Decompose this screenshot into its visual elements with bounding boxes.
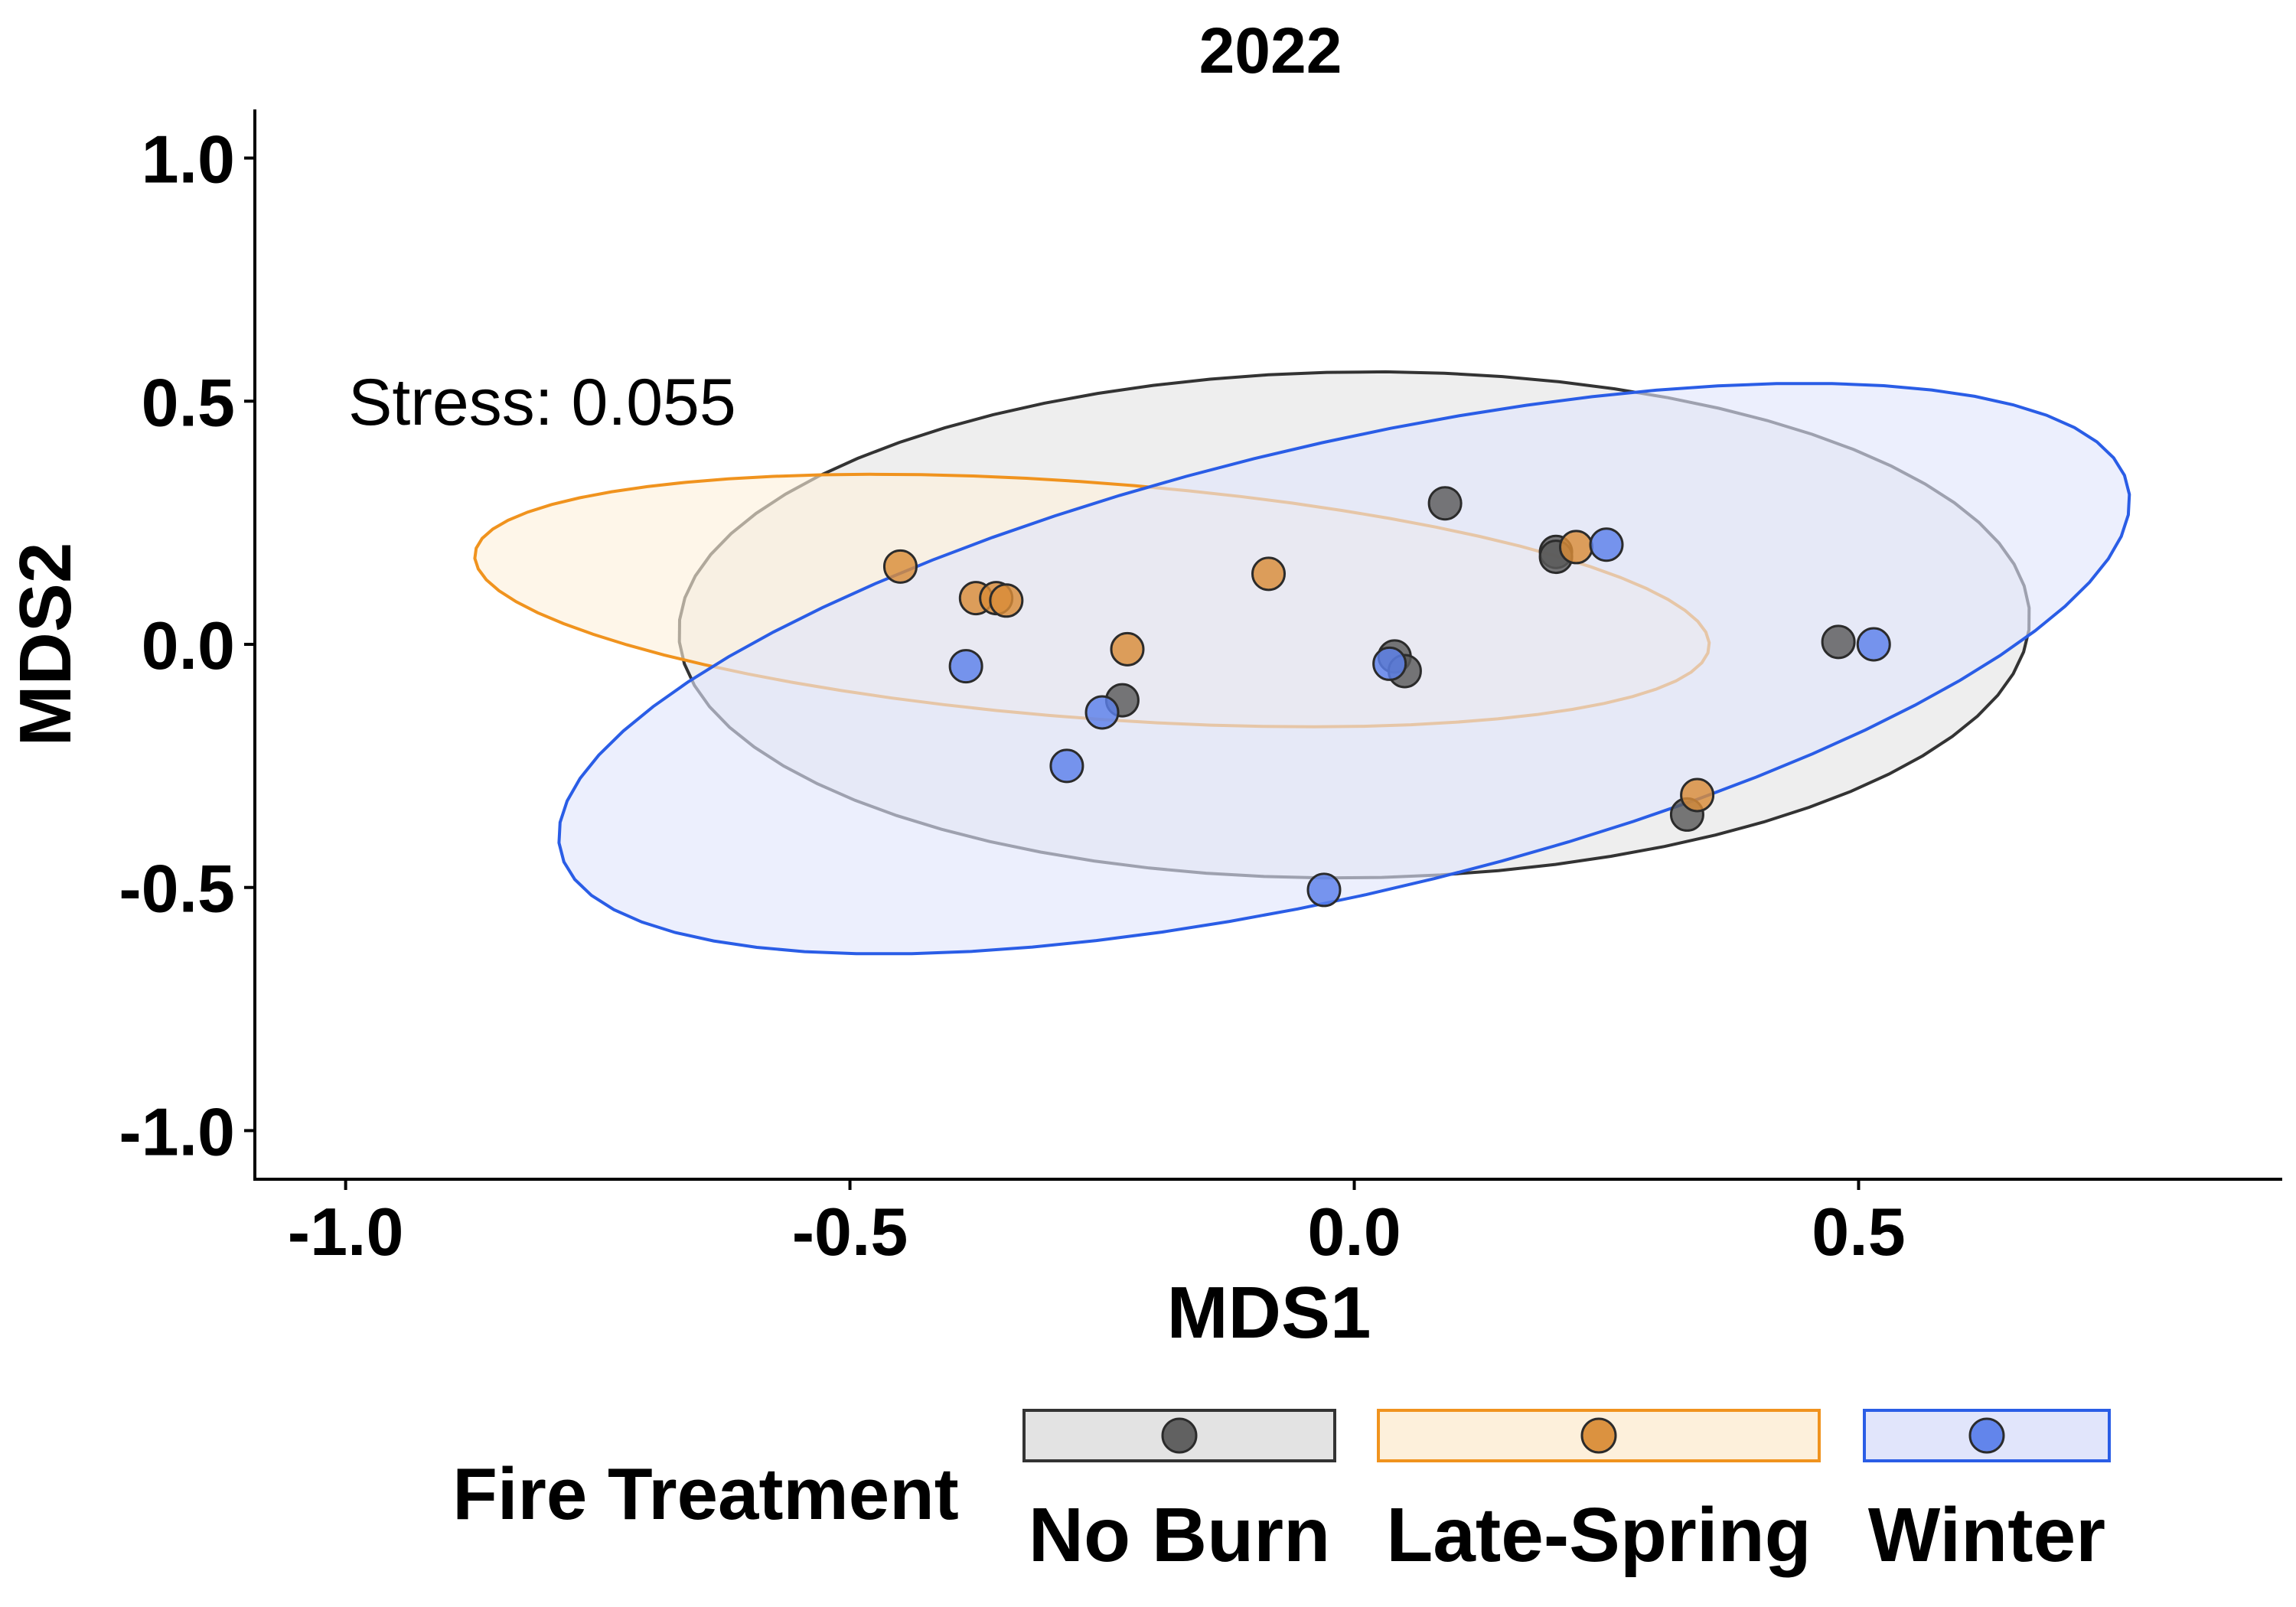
point-late-spring <box>1558 530 1593 565</box>
point-winter <box>1856 627 1891 662</box>
ellipse-layer <box>473 370 2131 956</box>
point-winter <box>1372 646 1407 681</box>
point-late-spring <box>1251 556 1286 592</box>
ellipse-winter <box>557 382 2131 956</box>
legend: Fire Treatment No Burn Late-Spring Winter <box>452 1409 2111 1578</box>
legend-marker-no-burn <box>1161 1417 1198 1454</box>
y-tick-label: 0.0 <box>142 608 235 683</box>
y-tick-label: -1.0 <box>119 1094 235 1169</box>
x-tick-label: 0.0 <box>1307 1194 1401 1270</box>
point-late-spring <box>1680 777 1715 813</box>
y-tick-label: 1.0 <box>142 122 235 197</box>
point-no-burn <box>1427 486 1463 521</box>
point-winter <box>1084 695 1120 730</box>
x-axis-ticks: -1.0 -0.5 0.0 0.5 <box>288 1179 1906 1270</box>
point-winter <box>948 649 983 684</box>
x-tick-label: 0.5 <box>1812 1194 1905 1270</box>
legend-label-late-spring: Late-Spring <box>1386 1492 1812 1578</box>
legend-items: No Burn Late-Spring Winter <box>1022 1409 2111 1578</box>
x-tick-label: -1.0 <box>288 1194 404 1270</box>
point-late-spring <box>1110 631 1145 667</box>
stress-annotation: Stress: 0.055 <box>348 366 736 439</box>
y-tick-label: 0.5 <box>142 364 235 440</box>
y-tick-label: -0.5 <box>119 851 235 927</box>
legend-title: Fire Treatment <box>452 1453 959 1535</box>
chart-title: 2022 <box>1199 15 1342 86</box>
legend-label-no-burn: No Burn <box>1029 1492 1330 1578</box>
legend-marker-winter <box>1968 1417 2005 1454</box>
point-late-spring <box>989 583 1024 618</box>
x-tick-label: -0.5 <box>792 1194 908 1270</box>
point-late-spring <box>882 549 918 584</box>
point-no-burn <box>1821 624 1856 660</box>
legend-marker-late-spring <box>1580 1417 1617 1454</box>
point-winter <box>1306 872 1342 908</box>
points-layer <box>882 486 1891 908</box>
x-axis-label: MDS1 <box>1167 1272 1371 1354</box>
y-axis-label: MDS2 <box>5 543 86 747</box>
legend-label-winter: Winter <box>1868 1492 2105 1578</box>
point-winter <box>1589 527 1624 562</box>
point-winter <box>1049 748 1084 784</box>
y-axis-ticks: -1.0 -0.5 0.0 0.5 1.0 <box>119 122 255 1169</box>
